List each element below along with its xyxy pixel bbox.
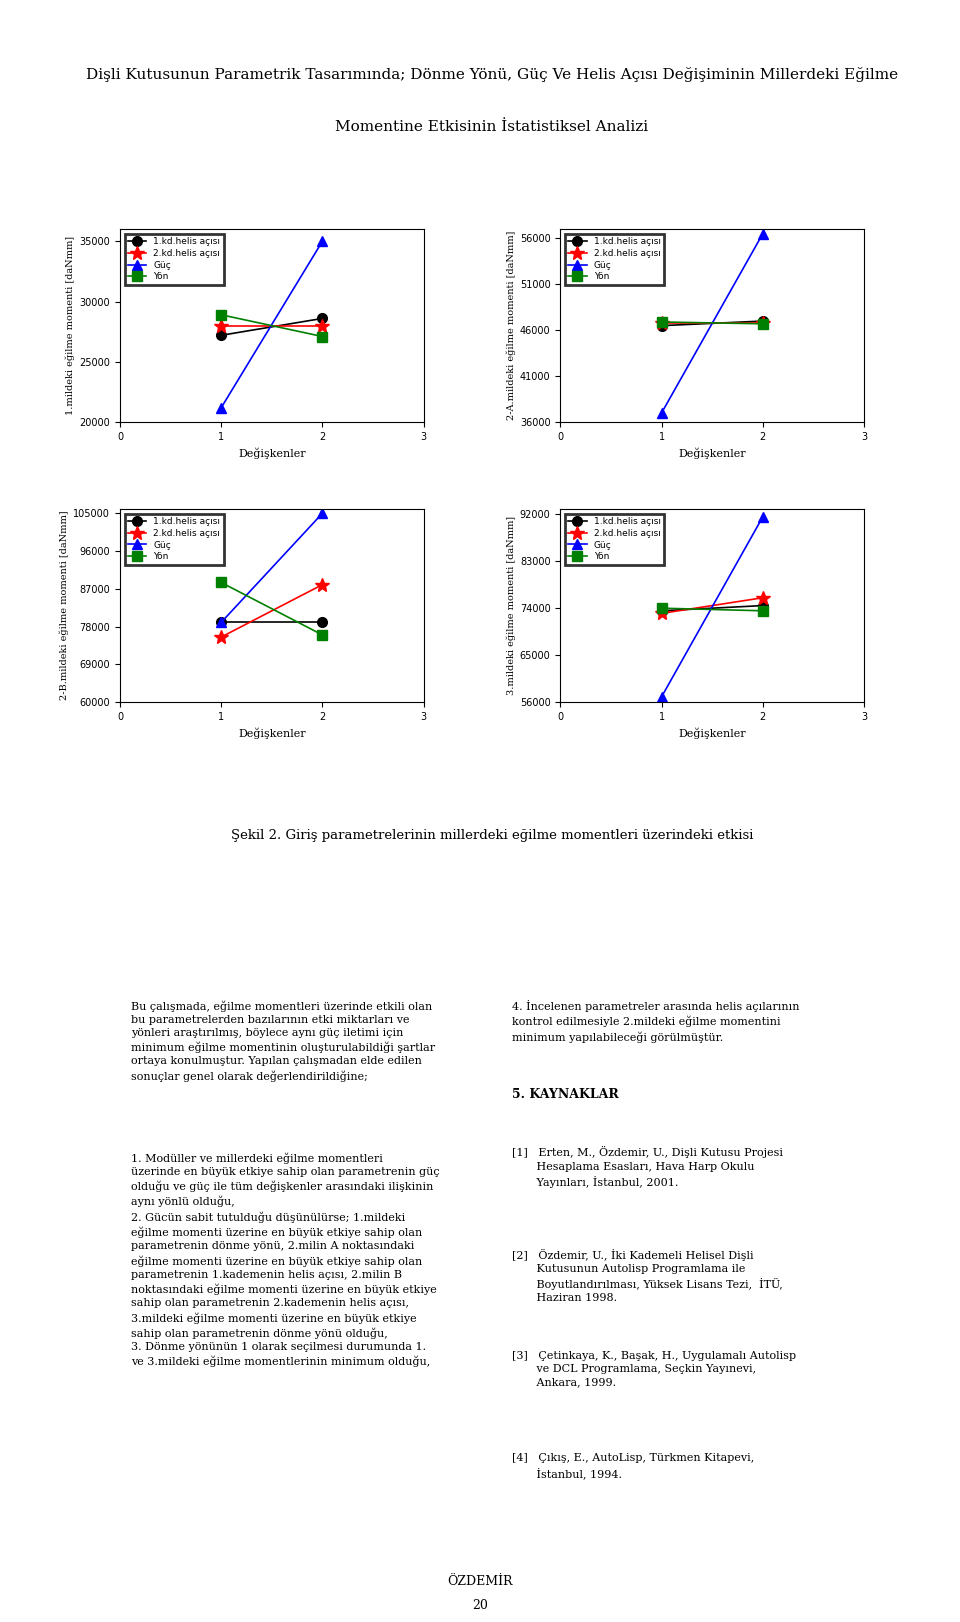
Text: 5. KAYNAKLAR: 5. KAYNAKLAR bbox=[512, 1088, 618, 1101]
X-axis label: Değişkenler: Değişkenler bbox=[238, 727, 305, 740]
Text: [1]   Erten, M., Özdemir, U., Dişli Kutusu Projesi
       Hesaplama Esasları, Ha: [1] Erten, M., Özdemir, U., Dişli Kutusu… bbox=[512, 1147, 783, 1187]
Y-axis label: 1.mildeki eğilme momenti [daNmm]: 1.mildeki eğilme momenti [daNmm] bbox=[65, 237, 75, 415]
Text: Bu çalışmada, eğilme momentleri üzerinde etkili olan
bu parametrelerden bazıları: Bu çalışmada, eğilme momentleri üzerinde… bbox=[131, 1001, 435, 1082]
Text: [4]   Çıkış, E., AutoLisp, Türkmen Kitapevi,
       İstanbul, 1994.: [4] Çıkış, E., AutoLisp, Türkmen Kitapev… bbox=[512, 1453, 755, 1479]
Text: Momentine Etkisinin İstatistiksel Analizi: Momentine Etkisinin İstatistiksel Analiz… bbox=[335, 120, 649, 135]
Text: 1. Modüller ve millerdeki eğilme momentleri
üzerinde en büyük etkiye sahip olan : 1. Modüller ve millerdeki eğilme momentl… bbox=[131, 1152, 440, 1367]
Legend: 1.kd.helis açısı, 2.kd.helis açısı, Güç, Yön: 1.kd.helis açısı, 2.kd.helis açısı, Güç,… bbox=[125, 514, 224, 564]
Legend: 1.kd.helis açısı, 2.kd.helis açısı, Güç, Yön: 1.kd.helis açısı, 2.kd.helis açısı, Güç,… bbox=[564, 514, 664, 564]
Y-axis label: 2-A.mildeki eğilme momenti [daNmm]: 2-A.mildeki eğilme momenti [daNmm] bbox=[506, 230, 516, 420]
Text: 4. İncelenen parametreler arasında helis açılarının
kontrol edilmesiyle 2.mildek: 4. İncelenen parametreler arasında helis… bbox=[512, 1001, 800, 1043]
Y-axis label: 3.mildeki eğilme momenti [daNmm]: 3.mildeki eğilme momenti [daNmm] bbox=[506, 516, 516, 696]
Text: 20: 20 bbox=[472, 1599, 488, 1612]
X-axis label: Değişkenler: Değişkenler bbox=[238, 448, 305, 459]
Text: ÖZDEMİR: ÖZDEMİR bbox=[447, 1575, 513, 1588]
Legend: 1.kd.helis açısı, 2.kd.helis açısı, Güç, Yön: 1.kd.helis açısı, 2.kd.helis açısı, Güç,… bbox=[125, 234, 224, 285]
X-axis label: Değişkenler: Değişkenler bbox=[679, 448, 746, 459]
Text: [2]   Özdemir, U., İki Kademeli Helisel Dişli
       Kutusunun Autolisp Programl: [2] Özdemir, U., İki Kademeli Helisel Di… bbox=[512, 1249, 782, 1302]
X-axis label: Değişkenler: Değişkenler bbox=[679, 727, 746, 740]
Y-axis label: 2-B.mildeki eğilme momenti [daNmm]: 2-B.mildeki eğilme momenti [daNmm] bbox=[60, 511, 69, 701]
Text: [3]   Çetinkaya, K., Başak, H., Uygulamalı Autolisp
       ve DCL Programlama, S: [3] Çetinkaya, K., Başak, H., Uygulamalı… bbox=[512, 1351, 796, 1387]
Text: Şekil 2. Giriş parametrelerinin millerdeki eğilme momentleri üzerindeki etkisi: Şekil 2. Giriş parametrelerinin millerde… bbox=[230, 829, 754, 842]
Legend: 1.kd.helis açısı, 2.kd.helis açısı, Güç, Yön: 1.kd.helis açısı, 2.kd.helis açısı, Güç,… bbox=[564, 234, 664, 285]
Text: Dişli Kutusunun Parametrik Tasarımında; Dönme Yönü, Güç Ve Helis Açısı Değişimin: Dişli Kutusunun Parametrik Tasarımında; … bbox=[86, 67, 898, 83]
